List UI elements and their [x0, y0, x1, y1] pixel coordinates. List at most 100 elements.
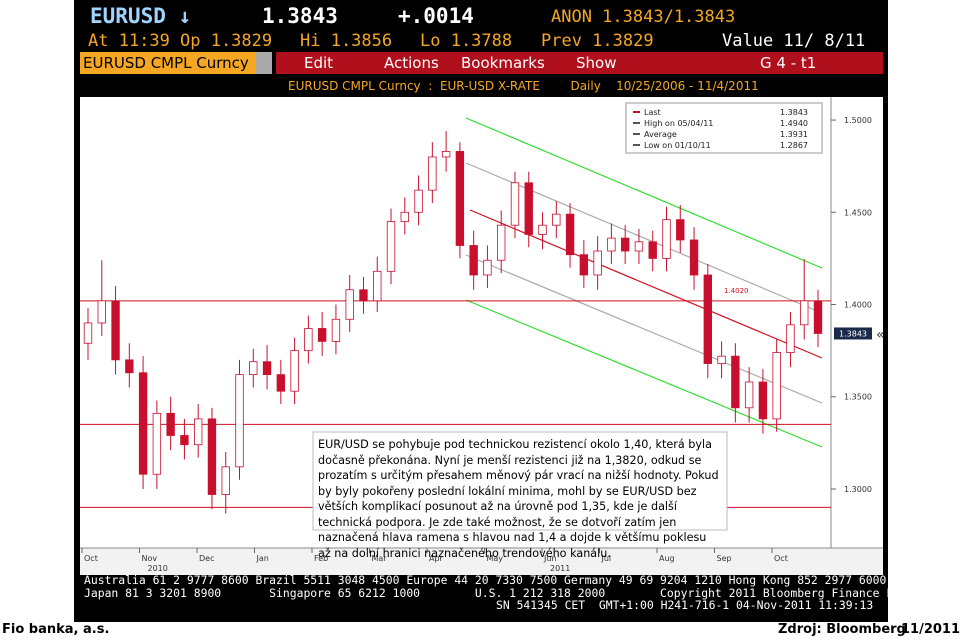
- candle-body: [97, 300, 106, 324]
- candle-body: [207, 418, 217, 495]
- channel-upper: [465, 117, 823, 269]
- legend-value: 1.3931: [780, 130, 808, 139]
- candle-body: [428, 156, 437, 191]
- ticker: EURUSD ↓: [90, 4, 192, 28]
- candle-body: [455, 151, 465, 246]
- menu-actions[interactable]: Actions: [384, 54, 439, 72]
- low: Lo 1.3788: [420, 31, 513, 51]
- annotation-box: [312, 431, 728, 531]
- x-tick-label: Dec: [199, 554, 214, 563]
- candle-body: [152, 412, 162, 475]
- function-code: G 4 - t1: [760, 54, 817, 72]
- y-tick-label: 1.3000: [844, 485, 872, 494]
- x-year-label: 2011: [550, 564, 570, 573]
- candle-body: [717, 355, 726, 364]
- candle-body: [180, 435, 189, 446]
- x-tick-label: May: [487, 554, 504, 563]
- candle-body: [441, 151, 451, 158]
- candle-body: [772, 352, 781, 420]
- candle-body: [510, 182, 520, 226]
- source: Zdroj: Bloomberg: [778, 622, 906, 637]
- candle-body: [111, 300, 120, 361]
- candle-body: [538, 224, 547, 235]
- candle-body: [345, 289, 354, 320]
- candle-body: [607, 237, 616, 252]
- candle-body: [83, 322, 93, 344]
- candle-body: [290, 350, 299, 392]
- x-tick-label: Jan: [256, 554, 269, 563]
- candle-body: [689, 239, 699, 276]
- candle-body: [813, 300, 823, 334]
- footer-line: Australia 61 2 9777 8600 Brazil 5511 304…: [84, 573, 887, 587]
- legend-name: Last: [644, 108, 661, 117]
- date: 11/2011: [901, 622, 960, 637]
- candle-body: [235, 374, 244, 468]
- legend-value: 1.2867: [780, 141, 808, 150]
- collapse-arrow[interactable]: «: [876, 327, 885, 343]
- candle-body: [524, 182, 533, 235]
- high: Hi 1.3856: [300, 31, 393, 51]
- legend-name: Average: [644, 130, 677, 139]
- candle-body: [166, 412, 175, 436]
- candle-body: [276, 374, 286, 392]
- candle-body: [552, 213, 561, 226]
- candle-body: [744, 381, 754, 409]
- security-box[interactable]: EURUSD CMPL Curncy: [80, 52, 259, 74]
- last-price-tag: [834, 327, 872, 340]
- footer-line: Japan 81 3 3201 8900 Singapore 65 6212 1…: [84, 586, 914, 600]
- candle-body: [125, 359, 134, 374]
- legend-value: 1.4940: [780, 119, 808, 128]
- candle-body: [731, 355, 740, 409]
- change: +.0014: [398, 4, 474, 28]
- menu-edit[interactable]: Edit: [304, 54, 334, 72]
- candle-body: [662, 219, 671, 259]
- candle-body: [469, 245, 478, 276]
- candle-body: [317, 328, 327, 342]
- level-label: 1.4020: [724, 287, 749, 295]
- candle-body: [786, 324, 795, 353]
- company: Fio banka, a.s.: [2, 622, 110, 637]
- y-tick-label: 1.3500: [844, 393, 872, 402]
- x-tick-label: Jun: [543, 554, 557, 563]
- candle-body: [565, 213, 575, 256]
- prev: Prev 1.3829: [541, 31, 654, 51]
- candle-body: [221, 466, 230, 495]
- dropdown[interactable]: [256, 52, 272, 74]
- candle-body: [138, 372, 148, 475]
- candle-body: [676, 219, 685, 241]
- candle-body: [304, 328, 313, 352]
- legend-box: [625, 102, 823, 154]
- bid-ask: ANON 1.3843/1.3843: [551, 7, 736, 27]
- candle-body: [386, 221, 396, 272]
- menu-bookmarks[interactable]: Bookmarks: [461, 54, 545, 72]
- x-tick-label: Jul: [601, 554, 612, 563]
- x-tick-label: Nov: [142, 554, 158, 563]
- candle-body: [331, 318, 341, 342]
- candle-body: [593, 250, 602, 276]
- candle-body: [194, 418, 203, 446]
- legend-name: Low on 01/10/11: [644, 141, 711, 150]
- candle-body: [400, 211, 409, 222]
- candle-body: [703, 274, 712, 364]
- legend-value: 1.3843: [780, 108, 808, 117]
- candle-body: [758, 381, 768, 420]
- time: At 11:39: [88, 31, 170, 51]
- candle-body: [648, 241, 657, 259]
- x-tick-label: Sep: [717, 554, 732, 563]
- candle-body: [249, 361, 258, 376]
- x-year-label: 2010: [148, 564, 168, 573]
- legend-name: High on 05/04/11: [644, 119, 713, 128]
- y-tick-label: 1.5000: [844, 116, 872, 125]
- candle-body: [497, 224, 506, 261]
- x-tick-label: Mar: [372, 554, 388, 563]
- candle-body: [483, 259, 492, 276]
- y-tick-label: 1.4500: [844, 208, 872, 217]
- value-date: Value 11/ 8/11: [722, 31, 866, 51]
- candle-body: [373, 270, 382, 302]
- last-price: 1.3843: [262, 4, 338, 28]
- candle-body: [262, 361, 272, 376]
- menu-show[interactable]: Show: [576, 54, 617, 72]
- footer-line: SN 541345 CET GMT+1:00 H241-716-1 04-Nov…: [496, 598, 874, 612]
